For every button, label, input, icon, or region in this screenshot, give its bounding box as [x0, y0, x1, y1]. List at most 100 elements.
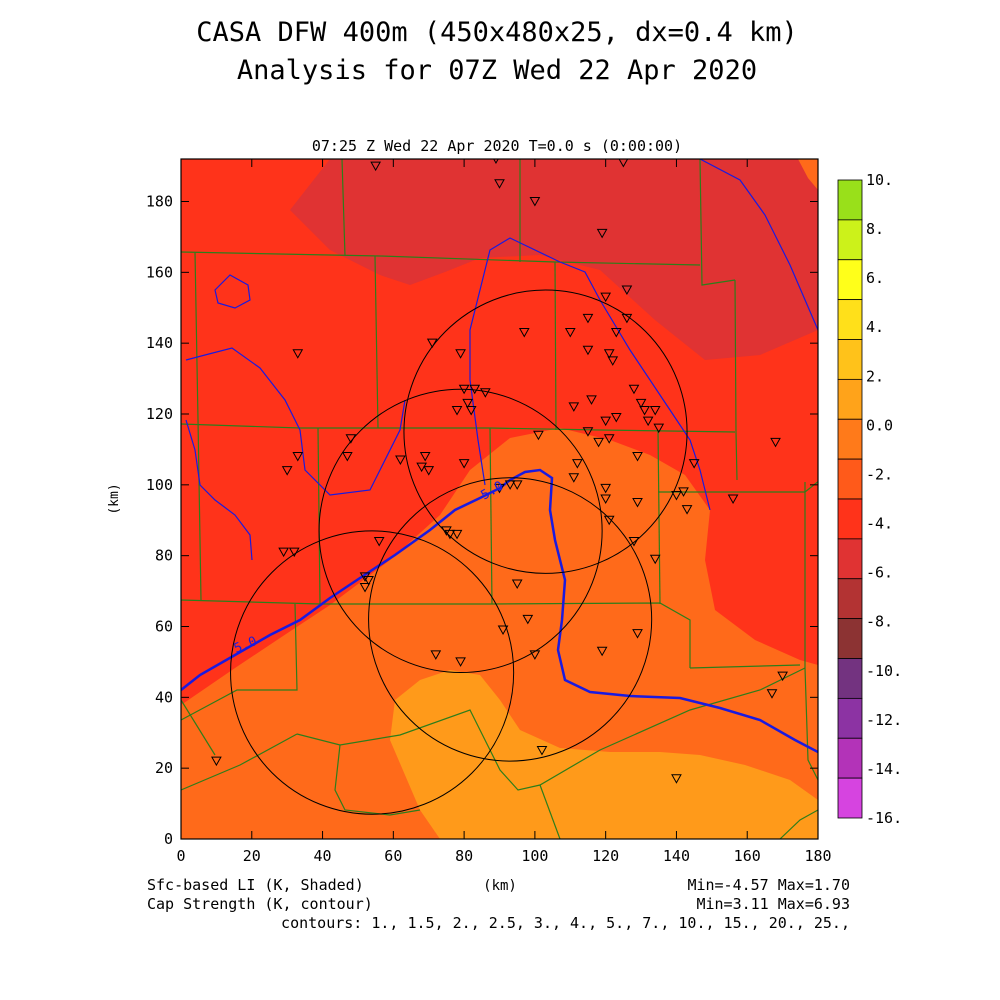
li-band-m2-0-corner	[798, 159, 818, 190]
station-marker	[603, 349, 615, 359]
y-tick-label: 140	[146, 334, 173, 352]
colorbar-swatch	[837, 179, 863, 221]
station-marker	[469, 384, 481, 395]
cap-contour-5	[181, 468, 818, 754]
station-marker	[621, 313, 633, 324]
colorbar-swatch	[837, 339, 863, 380]
x-tick-label: 80	[455, 847, 473, 865]
plot-frame	[180, 158, 819, 840]
station-marker	[600, 483, 612, 494]
x-tick-label: 160	[734, 847, 761, 865]
station-marker	[582, 345, 594, 356]
station-marker	[610, 413, 622, 423]
cap-contour-west-2	[185, 419, 253, 561]
colorbar-label: 6.	[866, 269, 884, 287]
y-axis-label: (km)	[107, 483, 122, 514]
colorbar-label: 4.	[866, 318, 884, 336]
station-marker	[426, 338, 438, 349]
station-marker	[529, 197, 541, 207]
station-marker	[639, 405, 650, 416]
station-marker	[603, 515, 615, 526]
station-marker	[479, 388, 491, 398]
station-marker	[582, 427, 594, 437]
colorbar-label: 10.	[866, 171, 893, 189]
station-marker	[359, 583, 371, 593]
station-marker	[610, 328, 622, 338]
station-marker	[600, 416, 612, 427]
cap-contour-east	[699, 159, 818, 331]
colorbar-swatch	[837, 299, 863, 340]
colorbar-label: -12.	[866, 711, 902, 729]
station-marker	[533, 430, 544, 441]
title-line-2: Analysis for 07Z Wed 22 Apr 2020	[237, 55, 757, 86]
station-marker	[671, 490, 682, 501]
station-marker	[607, 356, 619, 366]
x-axis: 0 20 40 60 80 100 120 140 160 180	[176, 159, 832, 865]
map-field: 5.0 5.0	[181, 159, 818, 839]
station-marker	[444, 529, 456, 540]
station-marker	[395, 455, 406, 466]
colorbar-swatch	[837, 777, 863, 819]
station-marker	[635, 398, 647, 409]
li-band-0-2	[390, 670, 818, 839]
colorbar-swatch	[837, 618, 863, 659]
colorbar-swatch	[837, 737, 863, 779]
station-marker	[671, 774, 682, 784]
station-marker	[681, 505, 693, 515]
station-marker	[586, 395, 597, 405]
station-marker	[494, 483, 505, 494]
station-marker	[278, 547, 289, 558]
station-marker	[451, 529, 463, 540]
station-marker	[536, 745, 548, 756]
station-marker	[292, 349, 304, 359]
station-marker	[423, 466, 435, 476]
station-marker	[603, 434, 615, 444]
station-marker	[518, 328, 530, 338]
station-marker	[529, 650, 541, 660]
colorbar-swatch	[837, 378, 863, 420]
y-tick-label: 120	[146, 405, 173, 423]
radar-ring-2	[318, 388, 603, 674]
colorbar-label: 0.0	[866, 416, 893, 434]
station-marker	[568, 402, 580, 412]
cap-strength-contours	[181, 159, 818, 754]
station-marker	[281, 466, 293, 476]
station-marker	[451, 405, 463, 416]
station-marker	[292, 452, 304, 462]
colorbar-label: -16.	[866, 809, 902, 827]
colorbar-label: 2.	[866, 367, 884, 385]
footer-contour-levels: contours: 1., 1.5, 2., 2.5, 3., 4., 5., …	[281, 914, 850, 932]
station-marker	[678, 487, 689, 497]
station-marker	[462, 398, 474, 409]
station-marker	[596, 228, 608, 239]
station-marker	[363, 575, 374, 586]
radar-ring-4	[368, 477, 653, 762]
y-tick-label: 100	[146, 476, 173, 494]
station-marker	[416, 462, 427, 473]
station-marker	[522, 614, 534, 625]
station-marker	[419, 452, 431, 462]
station-marker	[455, 657, 466, 667]
colorbar-label: 8.	[866, 220, 884, 238]
plot-subtitle: 07:25 Z Wed 22 Apr 2020 T=0.0 s (0:00:00…	[312, 137, 682, 155]
station-marker	[582, 313, 594, 324]
station-marker	[649, 405, 661, 416]
station-marker	[568, 473, 580, 483]
colorbar-swatch	[837, 498, 863, 540]
station-marker	[373, 537, 385, 547]
colorbar-swatch	[837, 219, 863, 261]
station-marker	[497, 625, 509, 636]
colorbar-label: -2.	[866, 465, 893, 483]
colorbar-swatch	[837, 697, 863, 739]
x-tick-label: 120	[592, 847, 619, 865]
station-marker	[370, 161, 381, 172]
colorbar-label: -10.	[866, 662, 902, 680]
y-tick-label: 40	[155, 688, 173, 706]
colorbar-swatch	[837, 259, 863, 301]
county-boundaries	[181, 159, 818, 839]
colorbar-swatch	[837, 658, 863, 699]
y-tick-label: 180	[146, 193, 173, 211]
footer-xlabel: (km)	[483, 878, 517, 894]
station-marker	[770, 437, 781, 448]
y-tick-label: 20	[155, 759, 173, 777]
